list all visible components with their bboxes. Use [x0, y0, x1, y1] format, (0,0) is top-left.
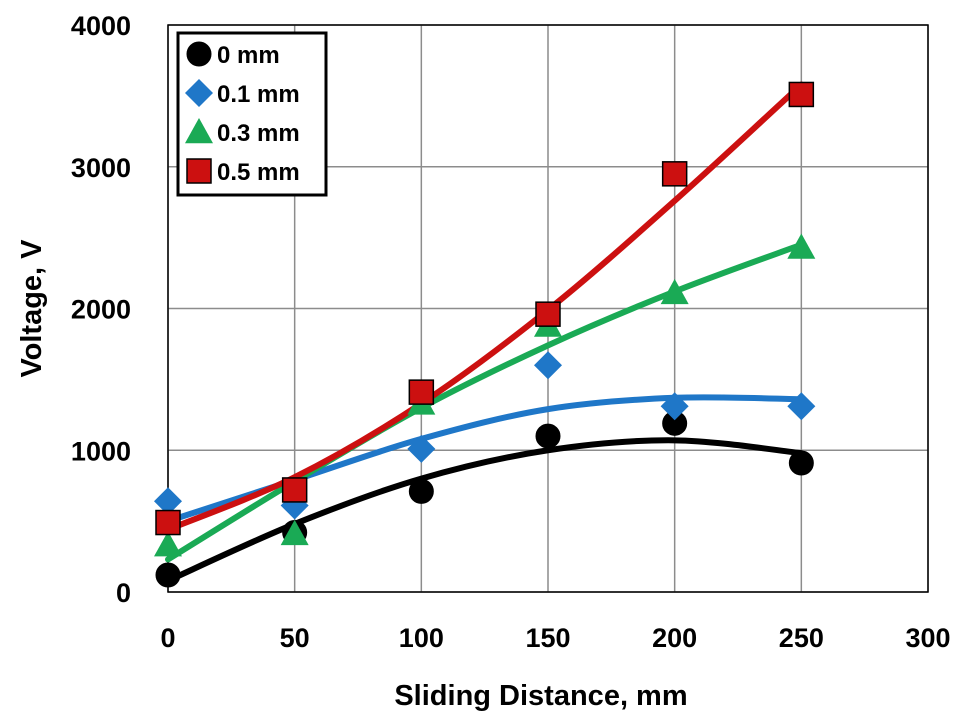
data-point-diamond — [660, 392, 689, 421]
legend-label: 0.3 mm — [217, 120, 300, 147]
x-tick-label: 100 — [399, 623, 444, 653]
trend-line-triangle — [165, 241, 805, 563]
data-point-square — [408, 379, 435, 405]
data-point-triangle — [280, 519, 309, 546]
y-tick-label: 0 — [116, 578, 131, 608]
data-point-diamond — [534, 351, 562, 380]
plot-area-frame — [167, 24, 929, 593]
data-point-circle — [408, 478, 434, 504]
x-tick-label: 250 — [779, 623, 824, 653]
data-point-triangle — [660, 278, 689, 305]
x-axis-title: Sliding Distance, mm — [394, 680, 687, 712]
legend-label: 0.1 mm — [217, 81, 300, 108]
legend-label: 0.5 mm — [217, 159, 300, 186]
data-markers — [154, 81, 816, 588]
x-tick-label: 0 — [160, 623, 175, 653]
legend-marker-circle — [186, 41, 212, 67]
legend-marker-triangle — [185, 118, 213, 144]
y-tick-label: 3000 — [71, 153, 131, 183]
x-tick-label: 50 — [280, 623, 310, 653]
x-tick-label: 150 — [525, 623, 570, 653]
y-tick-label: 1000 — [71, 436, 131, 466]
x-tick-label: 200 — [652, 623, 697, 653]
legend-marker-square — [186, 158, 212, 184]
x-tick-label: 300 — [905, 623, 950, 653]
y-tick-label: 4000 — [71, 11, 131, 41]
data-point-square — [281, 477, 308, 503]
data-point-triangle — [154, 531, 182, 557]
legend-label: 0 mm — [217, 42, 280, 69]
data-point-circle — [535, 423, 561, 449]
y-axis-ticks: 0 1000 2000 3000 4000 — [71, 11, 131, 608]
data-point-circle — [788, 450, 814, 476]
data-point-square — [788, 81, 815, 108]
y-tick-label: 2000 — [71, 295, 131, 325]
data-point-triangle — [787, 233, 816, 259]
legend-marker-diamond — [185, 79, 213, 107]
trend-line-circle — [165, 437, 805, 584]
data-point-square — [535, 301, 561, 327]
data-point-square — [155, 509, 181, 536]
legend: 0 mm 0.1 mm 0.3 mm 0.5 mm — [176, 31, 328, 197]
data-point-square — [661, 161, 688, 187]
data-point-diamond — [787, 392, 816, 421]
data-point-circle — [155, 562, 181, 588]
x-axis-ticks: 0 50 100 150 200 250 300 — [160, 623, 950, 653]
data-point-diamond — [154, 487, 182, 516]
data-point-diamond — [407, 434, 436, 463]
y-axis-title: Voltage, V — [16, 239, 48, 378]
